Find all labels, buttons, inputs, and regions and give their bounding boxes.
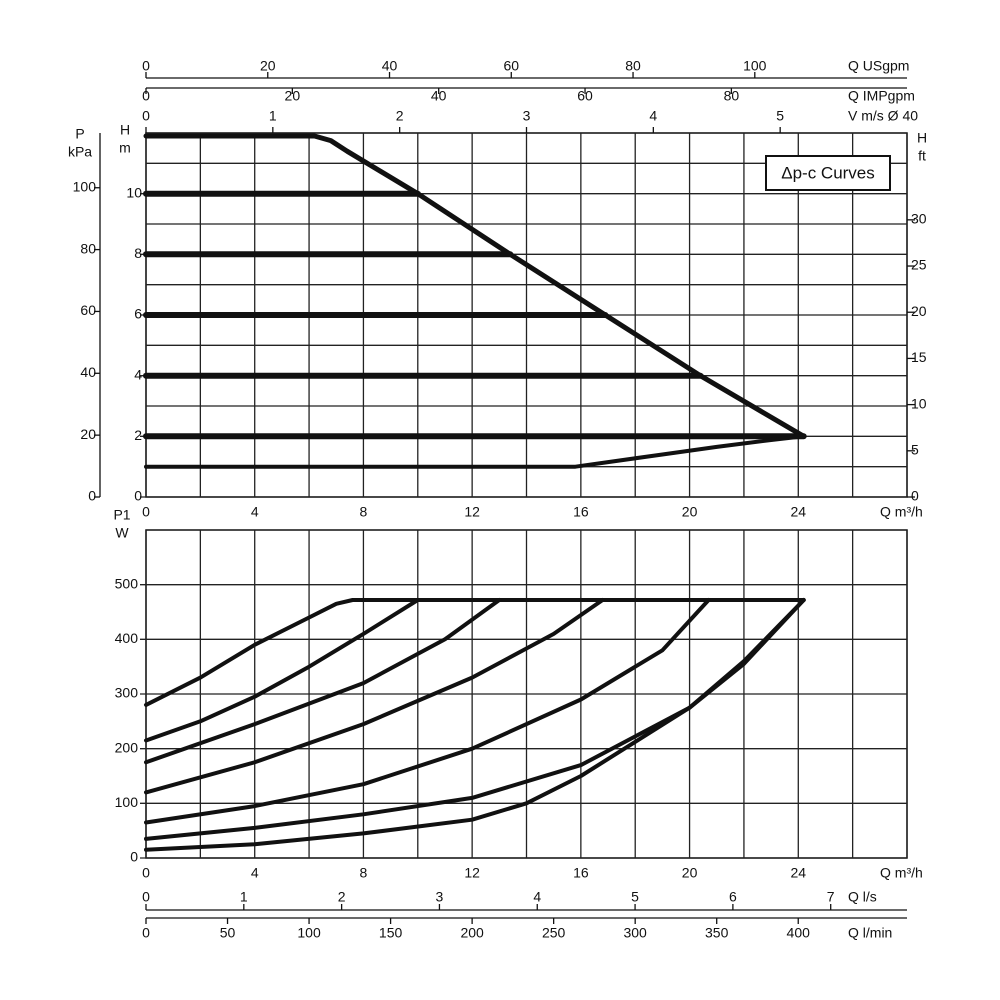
y-tick-label: 10 (126, 184, 142, 200)
y2-axis-label: ft (918, 148, 926, 164)
extra-tick-label: 40 (382, 58, 398, 74)
extra-tick-label: 200 (460, 925, 484, 941)
extra-tick-label: 6 (729, 889, 737, 905)
x-tick-label: 8 (360, 504, 368, 520)
y2-tick-label: 5 (911, 442, 919, 458)
y2-tick-label: 15 (911, 349, 927, 365)
y-tick-label: 8 (134, 245, 142, 261)
extra-tick-label: 0 (142, 889, 150, 905)
y-tick-label: 300 (115, 685, 139, 701)
extra-tick-label: 5 (776, 108, 784, 124)
extra-tick-label: 2 (396, 108, 404, 124)
y-tick-label: 2 (134, 427, 142, 443)
extra-tick-label: 60 (503, 58, 519, 74)
extra-tick-label: 3 (436, 889, 444, 905)
y3-axis-label: kPa (68, 144, 92, 160)
extra-tick-label: 50 (220, 925, 236, 941)
y3-tick-label: 100 (73, 178, 97, 194)
x-tick-label: 16 (573, 504, 589, 520)
y3-tick-label: 40 (80, 364, 96, 380)
extra-axis-label: Q IMPgpm (848, 88, 915, 104)
extra-tick-label: 60 (577, 88, 593, 104)
extra-tick-label: 300 (623, 925, 647, 941)
x-tick-label: 4 (251, 504, 259, 520)
x-tick-label: 12 (464, 865, 480, 881)
x-tick-label: 20 (682, 865, 698, 881)
extra-axis-label: Q l/min (848, 925, 892, 941)
y-tick-label: 0 (130, 849, 138, 865)
y-axis-label: P1 (113, 507, 130, 523)
extra-tick-label: 100 (743, 58, 767, 74)
x-tick-label: 20 (682, 504, 698, 520)
curve (144, 598, 605, 795)
extra-tick-label: 7 (827, 889, 835, 905)
extra-tick-label: 80 (625, 58, 641, 74)
y2-tick-label: 25 (911, 257, 927, 273)
extra-axis-label: Q l/s (848, 889, 877, 905)
x-tick-label: 0 (142, 504, 150, 520)
extra-tick-label: 1 (269, 108, 277, 124)
x-tick-label: 4 (251, 865, 259, 881)
extra-axis-label: Q USgpm (848, 58, 909, 74)
extra-tick-label: 80 (724, 88, 740, 104)
x-tick-label: 8 (360, 865, 368, 881)
y-axis-label: H (120, 122, 130, 138)
extra-tick-label: 20 (260, 58, 276, 74)
extra-tick-label: 0 (142, 108, 150, 124)
extra-tick-label: 0 (142, 58, 150, 74)
y-tick-label: 6 (134, 306, 142, 322)
extra-tick-label: 250 (542, 925, 566, 941)
y-tick-label: 400 (115, 630, 139, 646)
x-tick-label: 16 (573, 865, 589, 881)
curve (144, 598, 502, 765)
curve (144, 434, 806, 469)
y-tick-label: 4 (134, 366, 142, 382)
y-tick-label: 100 (115, 794, 139, 810)
extra-tick-label: 40 (431, 88, 447, 104)
extra-tick-label: 20 (285, 88, 301, 104)
y3-axis-label: P (75, 126, 84, 142)
y-axis-label: W (115, 525, 129, 541)
extra-tick-label: 400 (787, 925, 811, 941)
y3-tick-label: 0 (88, 488, 96, 504)
extra-tick-label: 1 (240, 889, 248, 905)
curve (144, 598, 711, 825)
extra-tick-label: 2 (338, 889, 346, 905)
x-tick-label: 24 (790, 504, 806, 520)
y3-tick-label: 80 (80, 240, 96, 256)
y2-tick-label: 0 (911, 488, 919, 504)
curve (144, 598, 420, 743)
extra-tick-label: 0 (142, 88, 150, 104)
extra-tick-label: 4 (649, 108, 657, 124)
extra-tick-label: 150 (379, 925, 403, 941)
x-axis-label: Q m³/h (880, 504, 923, 520)
extra-tick-label: 5 (631, 889, 639, 905)
extra-tick-label: 3 (523, 108, 531, 124)
extra-axis-label: V m/s Ø 40 (848, 108, 918, 124)
y2-axis-label: H (917, 130, 927, 146)
extra-tick-label: 350 (705, 925, 729, 941)
y2-tick-label: 20 (911, 303, 927, 319)
y-tick-label: 0 (134, 488, 142, 504)
y2-tick-label: 30 (911, 211, 927, 227)
y-axis-label: m (119, 140, 131, 156)
x-tick-label: 12 (464, 504, 480, 520)
extra-tick-label: 4 (533, 889, 541, 905)
y-tick-label: 500 (115, 575, 139, 591)
curve (144, 598, 806, 852)
x-axis-label: Q m³/h (880, 865, 923, 881)
curve (144, 598, 806, 707)
y3-tick-label: 20 (80, 426, 96, 442)
y-tick-label: 200 (115, 739, 139, 755)
x-tick-label: 24 (790, 865, 806, 881)
curve (143, 133, 807, 439)
annotation-box (765, 155, 891, 191)
extra-tick-label: 0 (142, 925, 150, 941)
annotation: Δp-c Curves (781, 163, 875, 182)
y2-tick-label: 10 (911, 395, 927, 411)
extra-tick-label: 100 (297, 925, 321, 941)
x-tick-label: 0 (142, 865, 150, 881)
y3-tick-label: 60 (80, 302, 96, 318)
